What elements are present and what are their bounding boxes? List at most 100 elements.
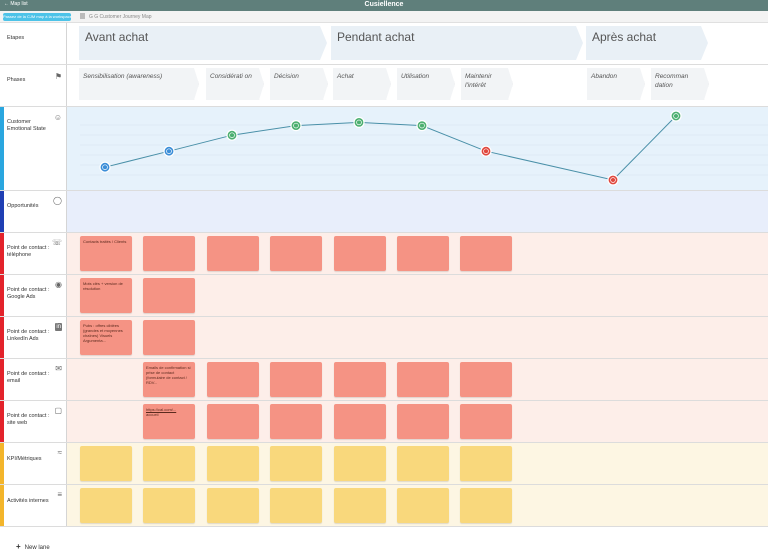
card-activite-1[interactable]	[80, 488, 132, 523]
card-email-3[interactable]	[207, 362, 259, 397]
emotion-face-icon	[293, 122, 299, 129]
lane-label-google[interactable]: Point de contact : Google Ads	[7, 287, 50, 300]
card-telephone-2[interactable]	[143, 236, 195, 271]
card-site-2[interactable]: https://cal.com/... accueil	[143, 404, 195, 439]
card-kpi-6[interactable]	[397, 446, 449, 481]
lightbulb-icon: ◯	[53, 196, 62, 205]
card-site-3[interactable]	[207, 404, 259, 439]
lane-opportunities: Opportunités ◯	[0, 191, 768, 233]
phase-abandon[interactable]: Abandon	[587, 68, 645, 100]
plus-icon: +	[16, 542, 21, 551]
card-telephone-6[interactable]	[397, 236, 449, 271]
phase-decision[interactable]: Décision	[270, 68, 328, 100]
card-kpi-7[interactable]	[460, 446, 512, 481]
card-google-2[interactable]	[143, 278, 195, 313]
workspace-button[interactable]: Passez de la CJM map à la workspace	[3, 13, 71, 21]
emotion-point[interactable]	[480, 145, 492, 157]
back-to-map-list-link[interactable]: ← Map list	[4, 1, 28, 7]
eye-icon: ◉	[55, 280, 62, 289]
card-activite-7[interactable]	[460, 488, 512, 523]
emotion-curve	[80, 110, 768, 186]
emotion-line	[104, 115, 677, 181]
top-bar: ← Map list Cusiellence	[0, 0, 768, 11]
card-email-5[interactable]	[334, 362, 386, 397]
card-email-4[interactable]	[270, 362, 322, 397]
phase-maintenir-interet[interactable]: Maintenir l'intérêt	[461, 68, 513, 100]
card-google-1[interactable]: Mots clés + version de résolution	[80, 278, 132, 313]
card-activite-3[interactable]	[207, 488, 259, 523]
card-linkedin-2[interactable]	[143, 320, 195, 355]
card-kpi-4[interactable]	[270, 446, 322, 481]
card-site-5[interactable]	[334, 404, 386, 439]
emotion-point[interactable]	[670, 110, 682, 122]
new-lane-button[interactable]: + New lane	[16, 542, 50, 551]
lane-label-kpi[interactable]: KPI/Métriques	[7, 456, 42, 462]
lane-phases: Phases ⚑	[0, 65, 768, 107]
emotion-point[interactable]	[226, 129, 238, 141]
sub-toolbar: Passez de la CJM map à la workspace G G …	[0, 11, 768, 23]
card-email-6[interactable]	[397, 362, 449, 397]
stage-pendant-achat[interactable]: Pendant achat	[331, 26, 583, 60]
lane-label-email[interactable]: Point de contact : email	[7, 371, 50, 384]
lane-label-linkedin[interactable]: Point de contact : LinkedIn Ads	[7, 329, 50, 342]
card-linkedin-1[interactable]: Pubs : offres ciblées (grandes et moyenn…	[80, 320, 132, 355]
phase-recommandation[interactable]: Recomman dation	[651, 68, 709, 100]
lane-label-phases[interactable]: Phases	[7, 77, 26, 83]
emotion-face-icon	[673, 113, 679, 119]
card-email-2[interactable]: Emails de confirmation si prise de conta…	[143, 362, 195, 397]
emotion-face-icon	[419, 122, 425, 129]
card-kpi-5[interactable]	[334, 446, 386, 481]
smiley-icon: ☺	[53, 113, 62, 122]
emotion-face-icon	[483, 148, 489, 154]
lane-label-opportunities[interactable]: Opportunités	[7, 203, 39, 209]
card-telephone-3[interactable]	[207, 236, 259, 271]
trend-chart-icon: ≈	[57, 448, 62, 457]
lane-label-activites[interactable]: Activités internes	[7, 498, 49, 504]
emotion-point[interactable]	[353, 116, 365, 128]
stage-avant-achat[interactable]: Avant achat	[79, 26, 327, 60]
doc-title: G G Customer Journey Map	[89, 14, 152, 20]
phase-sensibilisation[interactable]: Sensibilisation (awareness)	[79, 68, 199, 100]
card-site-link[interactable]: https://cal.com/...	[146, 407, 177, 412]
lane-etapes: Etapes	[0, 23, 768, 65]
card-kpi-1[interactable]	[80, 446, 132, 481]
lane-label-emotion[interactable]: Customer Emotional State	[7, 119, 46, 132]
lane-label-telephone[interactable]: Point de contact : téléphone	[7, 245, 50, 258]
card-site-6[interactable]	[397, 404, 449, 439]
card-email-7[interactable]	[460, 362, 512, 397]
list-icon: ≡	[57, 490, 62, 499]
card-site-7[interactable]	[460, 404, 512, 439]
card-telephone-1[interactable]: Contacts traités / Clients	[80, 236, 132, 271]
emotion-face-icon	[102, 164, 108, 170]
emotion-face-icon	[229, 132, 235, 138]
card-activite-2[interactable]	[143, 488, 195, 523]
stage-apres-achat[interactable]: Après achat	[586, 26, 708, 60]
card-kpi-3[interactable]	[207, 446, 259, 481]
emotion-face-icon	[356, 119, 362, 126]
lane-label-etapes[interactable]: Etapes	[7, 35, 25, 41]
linkedin-icon: in	[55, 323, 62, 331]
monitor-icon: ▢	[54, 406, 62, 415]
emotion-point[interactable]	[607, 174, 619, 186]
phase-utilisation[interactable]: Utilisation	[397, 68, 455, 100]
headset-icon: ☏	[51, 238, 62, 247]
lane-label-site[interactable]: Point de contact : site web	[7, 413, 50, 426]
card-telephone-4[interactable]	[270, 236, 322, 271]
document-breadcrumb[interactable]: G G Customer Journey Map	[80, 13, 152, 20]
emotion-face-icon	[166, 148, 172, 154]
emotion-point[interactable]	[416, 120, 428, 132]
app-title: Cusiellence	[364, 1, 404, 8]
emotion-point[interactable]	[99, 161, 111, 173]
emotion-point[interactable]	[163, 145, 175, 157]
card-activite-5[interactable]	[334, 488, 386, 523]
card-activite-4[interactable]	[270, 488, 322, 523]
tag-icon: ⚑	[54, 72, 62, 81]
phase-achat[interactable]: Achat	[333, 68, 391, 100]
card-kpi-2[interactable]	[143, 446, 195, 481]
card-telephone-5[interactable]	[334, 236, 386, 271]
card-site-4[interactable]	[270, 404, 322, 439]
card-telephone-7[interactable]	[460, 236, 512, 271]
emotion-point[interactable]	[290, 120, 302, 132]
card-activite-6[interactable]	[397, 488, 449, 523]
phase-consideration[interactable]: Considérati on	[206, 68, 264, 100]
